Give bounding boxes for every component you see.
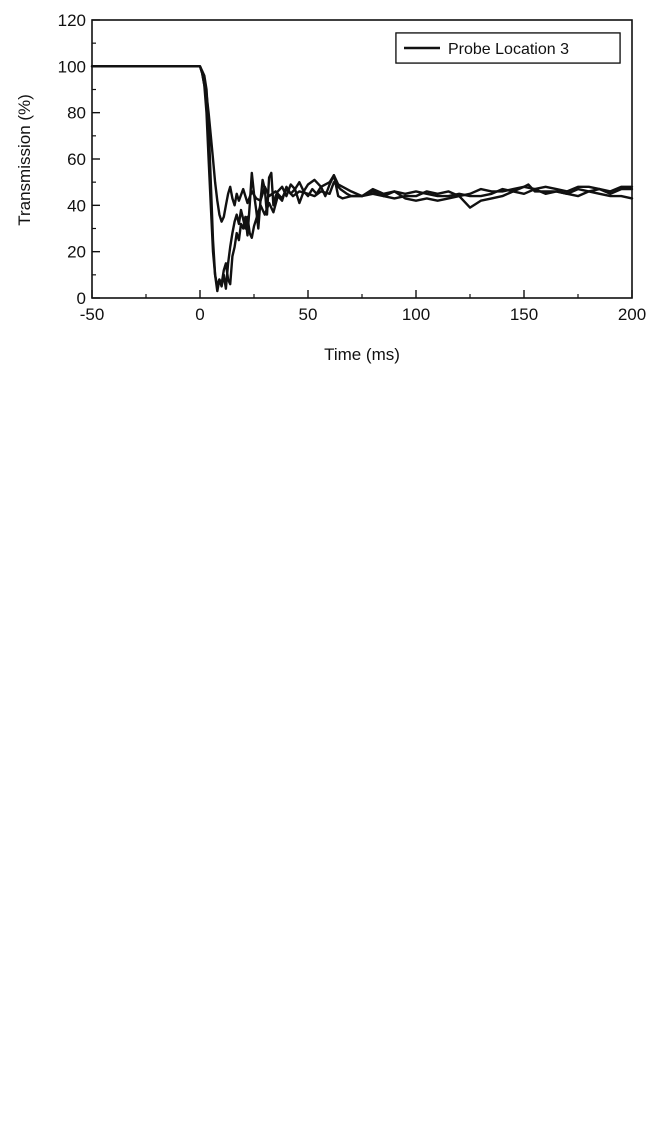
x-tick-label: 0 [195, 305, 204, 324]
y-tick-label: 60 [67, 150, 86, 169]
y-tick-label: 100 [58, 57, 86, 76]
y-tick-label: 0 [77, 289, 86, 308]
series-line-1 [90, 65, 634, 293]
y-tick-label: 40 [67, 196, 86, 215]
legend-box [395, 32, 621, 64]
legend-label: Probe Location 3 [448, 41, 569, 58]
series-line-1 [90, 65, 634, 223]
legend: Probe Location 3 [395, 32, 621, 64]
x-tick-label: 200 [618, 305, 646, 324]
x-tick-label: 50 [299, 305, 318, 324]
y-axis-title: Transmission (%) [15, 94, 34, 226]
y-tick-label: 80 [67, 104, 86, 123]
y-tick-label: 20 [67, 243, 86, 262]
x-axis-title: Time (ms) [324, 345, 400, 364]
x-tick-label: 100 [402, 305, 430, 324]
x-tick-label: -50 [80, 305, 105, 324]
y-tick-label: 120 [58, 11, 86, 30]
series-line-1 [90, 65, 634, 288]
x-tick-label: 150 [510, 305, 538, 324]
